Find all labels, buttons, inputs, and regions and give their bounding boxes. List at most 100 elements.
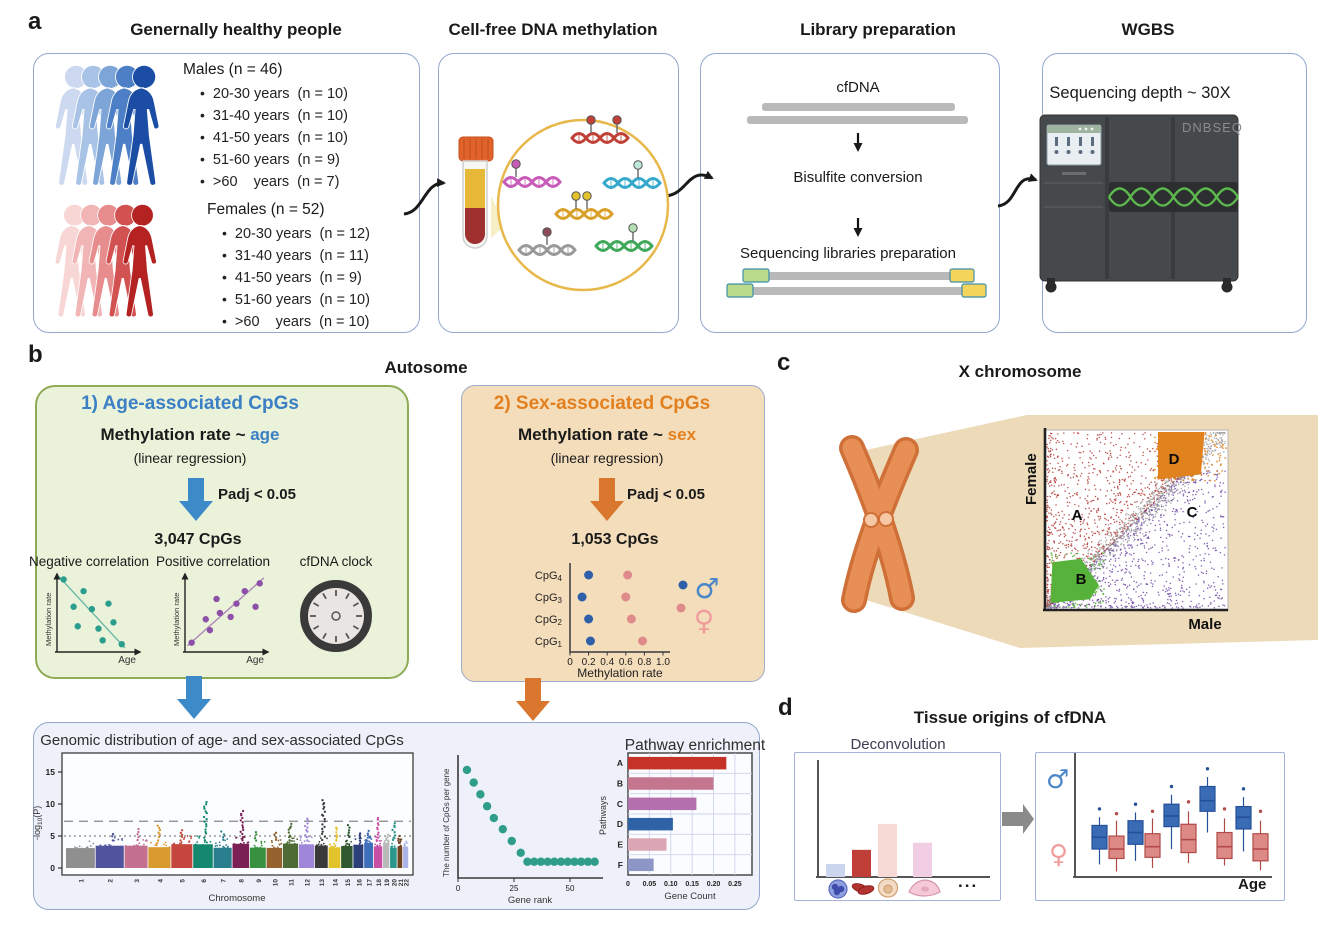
clock-icon bbox=[300, 580, 372, 652]
svg-text:0.6: 0.6 bbox=[619, 657, 633, 668]
sex-cpg-dot-chart: CpG4 CpG3 CpG2 CpG1 0 0.2 0.4 0.6 0.8 1.0Methylat… bbox=[535, 563, 720, 680]
svg-text:15: 15 bbox=[345, 879, 352, 887]
svg-text:Chromosome: Chromosome bbox=[208, 893, 265, 904]
list-item: 31-40 years (n = 11) bbox=[222, 245, 370, 267]
svg-text:Methylation rate: Methylation rate bbox=[577, 666, 663, 680]
list-item: >60 years (n = 7) bbox=[200, 171, 348, 193]
svg-text:7: 7 bbox=[221, 879, 228, 883]
male-symbol: ♂ bbox=[1046, 765, 1070, 795]
svg-text:0: 0 bbox=[626, 881, 630, 888]
svg-text:0.2: 0.2 bbox=[582, 657, 596, 668]
age-method: (linear regression) bbox=[133, 450, 247, 466]
sequencer-icon bbox=[1039, 114, 1240, 293]
negative-correlation-chart: Methylation rate Age bbox=[44, 572, 142, 666]
svg-text:Methylation rate: Methylation rate bbox=[172, 593, 181, 646]
svg-text:16: 16 bbox=[356, 879, 363, 887]
autosome-title: Autosome bbox=[384, 358, 468, 377]
panel-a-label: a bbox=[28, 8, 42, 35]
svg-text:0.05: 0.05 bbox=[643, 881, 657, 888]
age-axis-label: Age bbox=[1238, 876, 1267, 893]
svg-text:A: A bbox=[617, 758, 623, 768]
positive-correlation-label: Positive correlation bbox=[155, 554, 271, 569]
svg-text:10: 10 bbox=[46, 799, 56, 809]
list-item: 20-30 years (n = 12) bbox=[222, 223, 370, 245]
list-item: 51-60 years (n = 9) bbox=[200, 149, 348, 171]
svg-text:E: E bbox=[617, 840, 623, 850]
svg-text:CpG4: CpG4 bbox=[535, 570, 563, 583]
svg-text:C: C bbox=[617, 799, 623, 809]
cfdna-title: Cell-free DNA methylation bbox=[448, 20, 658, 39]
svg-text:B: B bbox=[617, 779, 623, 789]
svg-text:0: 0 bbox=[50, 863, 55, 873]
blood-tube-icon bbox=[458, 136, 505, 249]
svg-text:18: 18 bbox=[376, 879, 383, 887]
age-cpg-heading: 1) Age-associated CpGs bbox=[81, 393, 299, 414]
svg-text:15: 15 bbox=[46, 767, 56, 777]
svg-text:5: 5 bbox=[50, 831, 55, 841]
panel-b-label: b bbox=[28, 341, 43, 368]
sex-formula: Methylation rate ~ sex bbox=[518, 425, 696, 445]
svg-text:♀: ♀ bbox=[694, 604, 715, 637]
cfdna-clock-label: cfDNA clock bbox=[299, 554, 373, 569]
sex-cpg-heading: 2) Sex-associated CpGs bbox=[493, 393, 711, 414]
female-symbol: ♀ bbox=[1049, 840, 1069, 870]
list-item: 20-30 years (n = 10) bbox=[200, 83, 348, 105]
epithelial-cell-icon bbox=[908, 879, 941, 897]
svg-text:0.10: 0.10 bbox=[664, 881, 678, 888]
svg-text:9: 9 bbox=[256, 879, 263, 883]
age-threshold: Padj < 0.05 bbox=[218, 486, 296, 503]
list-item: 51-60 years (n = 10) bbox=[222, 289, 370, 311]
svg-text:A: A bbox=[1072, 507, 1083, 524]
svg-text:B: B bbox=[1076, 571, 1087, 588]
males-header: Males (n = 46) bbox=[183, 61, 283, 78]
svg-text:13: 13 bbox=[319, 879, 326, 887]
svg-text:0: 0 bbox=[456, 884, 461, 893]
x-chromosome-title: X chromosome bbox=[958, 362, 1082, 381]
library-step-bisulfite: Bisulfite conversion bbox=[793, 169, 923, 186]
filter-arrows bbox=[177, 478, 624, 721]
svg-text:50: 50 bbox=[566, 884, 575, 893]
age-formula: Methylation rate ~ age bbox=[100, 425, 279, 445]
svg-text:6: 6 bbox=[201, 879, 208, 883]
sequencer-brand-label: DNBSEQ bbox=[1182, 120, 1243, 135]
erythrocyte-icon bbox=[851, 883, 875, 895]
manhattan-title: Genomic distribution of age- and sex-ass… bbox=[40, 732, 404, 749]
svg-text:8: 8 bbox=[239, 879, 246, 883]
cell-icons bbox=[828, 878, 941, 899]
svg-text:F: F bbox=[618, 860, 623, 870]
svg-text:CpG1: CpG1 bbox=[535, 636, 563, 649]
males-age-list: 20-30 years (n = 10) 31-40 years (n = 10… bbox=[200, 83, 348, 193]
negative-correlation-label: Negative correlation bbox=[28, 554, 150, 569]
hepatocyte-icon bbox=[877, 878, 899, 898]
svg-text:Age: Age bbox=[246, 655, 264, 666]
svg-text:CpG2: CpG2 bbox=[535, 614, 563, 627]
pathway-bar-chart: A BCD EF 0 0.05 0.10 0.15 0.20 0.25 Gene Count Pat… bbox=[598, 752, 753, 902]
pathway-title: Pathway enrichment bbox=[624, 737, 766, 754]
svg-text:D: D bbox=[1169, 451, 1180, 468]
panel-c-label: c bbox=[777, 349, 791, 376]
formula-prefix: Methylation rate ~ bbox=[517, 425, 668, 444]
svg-text:25: 25 bbox=[510, 884, 519, 893]
svg-text:22: 22 bbox=[404, 879, 411, 887]
sequencing-depth-label: Sequencing depth ~ 30X bbox=[1049, 84, 1231, 102]
svg-text:5: 5 bbox=[180, 879, 187, 883]
wgbs-title: WGBS bbox=[1121, 20, 1175, 39]
tissue-boxplot-chart bbox=[1073, 753, 1272, 878]
svg-text:-log10(P): -log10(P) bbox=[32, 806, 44, 840]
svg-text:Pathways: Pathways bbox=[598, 795, 608, 835]
svg-text:Male: Male bbox=[1188, 616, 1221, 633]
library-title: Library preparation bbox=[800, 20, 956, 39]
svg-text:20: 20 bbox=[391, 879, 398, 887]
female-silhouettes-icon bbox=[54, 203, 157, 318]
positive-correlation-chart: Methylation rate Age bbox=[172, 572, 270, 666]
svg-text:1: 1 bbox=[78, 879, 85, 883]
deconvolution-chart bbox=[816, 760, 990, 899]
leukocyte-icon bbox=[828, 879, 848, 899]
list-item: 41-50 years (n = 10) bbox=[200, 127, 348, 149]
svg-text:0.4: 0.4 bbox=[600, 657, 614, 668]
age-cpg-count: 3,047 CpGs bbox=[154, 531, 242, 548]
svg-text:Gene rank: Gene rank bbox=[508, 895, 553, 906]
gene-rank-chart: 0 25 50 Gene rank The number of CpGs per gen… bbox=[442, 755, 603, 906]
